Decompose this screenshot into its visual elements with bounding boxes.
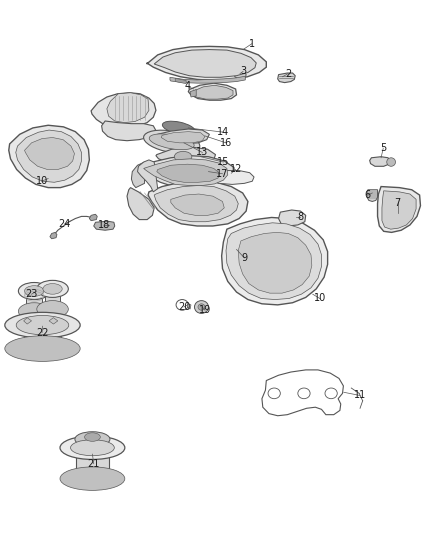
Polygon shape — [131, 162, 145, 188]
Ellipse shape — [60, 436, 125, 459]
Polygon shape — [157, 164, 219, 182]
Polygon shape — [147, 46, 266, 80]
Polygon shape — [24, 325, 61, 349]
Polygon shape — [278, 73, 295, 83]
Polygon shape — [370, 157, 390, 166]
Ellipse shape — [298, 388, 310, 399]
Polygon shape — [156, 147, 215, 164]
Polygon shape — [148, 181, 248, 226]
Ellipse shape — [18, 303, 50, 320]
Ellipse shape — [16, 316, 69, 335]
Polygon shape — [187, 304, 191, 309]
Polygon shape — [235, 72, 246, 79]
Text: 1: 1 — [249, 39, 255, 49]
Text: 16: 16 — [220, 138, 232, 148]
Text: 21: 21 — [88, 459, 100, 469]
Ellipse shape — [198, 304, 205, 310]
Text: 8: 8 — [297, 213, 303, 222]
Text: 15: 15 — [217, 157, 230, 167]
Ellipse shape — [18, 282, 50, 300]
Polygon shape — [378, 187, 420, 232]
Ellipse shape — [25, 286, 44, 296]
Polygon shape — [16, 130, 81, 182]
Text: 17: 17 — [216, 169, 229, 179]
Text: 6: 6 — [365, 190, 371, 200]
Polygon shape — [9, 125, 89, 188]
Polygon shape — [170, 76, 245, 83]
Polygon shape — [144, 159, 228, 185]
Polygon shape — [102, 121, 156, 141]
Polygon shape — [222, 217, 328, 305]
Polygon shape — [157, 129, 209, 144]
Ellipse shape — [85, 433, 100, 441]
Polygon shape — [209, 171, 254, 184]
Text: 19: 19 — [199, 305, 211, 315]
Polygon shape — [45, 289, 60, 309]
Polygon shape — [382, 191, 416, 229]
Text: 24: 24 — [59, 219, 71, 229]
Polygon shape — [91, 93, 156, 128]
Ellipse shape — [37, 301, 68, 318]
Text: 2: 2 — [285, 69, 291, 78]
Ellipse shape — [60, 467, 125, 490]
Polygon shape — [89, 214, 97, 221]
Polygon shape — [226, 223, 321, 300]
Text: 14: 14 — [217, 127, 230, 137]
Ellipse shape — [37, 280, 68, 297]
Polygon shape — [171, 194, 224, 215]
Ellipse shape — [387, 158, 396, 166]
Polygon shape — [279, 210, 306, 226]
Polygon shape — [138, 156, 235, 188]
Text: 11: 11 — [354, 391, 366, 400]
Polygon shape — [26, 291, 42, 311]
Polygon shape — [24, 318, 32, 324]
Polygon shape — [127, 188, 154, 220]
Polygon shape — [154, 50, 256, 77]
Text: 18: 18 — [98, 220, 110, 230]
Text: 13: 13 — [196, 148, 208, 157]
Polygon shape — [94, 221, 115, 230]
Text: 23: 23 — [25, 289, 38, 299]
Polygon shape — [190, 90, 196, 97]
Polygon shape — [175, 78, 186, 84]
Polygon shape — [192, 85, 233, 99]
Ellipse shape — [5, 312, 80, 338]
Text: 9: 9 — [241, 253, 247, 263]
Text: 20: 20 — [178, 302, 190, 312]
Ellipse shape — [162, 121, 195, 135]
Ellipse shape — [268, 388, 280, 399]
Polygon shape — [25, 138, 74, 169]
Ellipse shape — [71, 440, 114, 456]
Polygon shape — [50, 232, 57, 239]
Polygon shape — [49, 318, 58, 324]
Ellipse shape — [174, 151, 192, 162]
Text: 4: 4 — [184, 82, 191, 91]
Ellipse shape — [144, 130, 200, 154]
Polygon shape — [367, 190, 378, 201]
Polygon shape — [238, 232, 312, 293]
Polygon shape — [138, 160, 158, 192]
Polygon shape — [154, 185, 238, 222]
Ellipse shape — [194, 301, 208, 313]
Text: 22: 22 — [36, 328, 48, 337]
Text: 5: 5 — [380, 143, 386, 153]
Text: 10: 10 — [314, 294, 326, 303]
Text: 3: 3 — [240, 67, 246, 76]
Ellipse shape — [5, 336, 80, 361]
Ellipse shape — [325, 388, 337, 399]
Polygon shape — [161, 132, 205, 143]
Ellipse shape — [149, 134, 194, 150]
Text: 10: 10 — [35, 176, 48, 186]
Text: 7: 7 — [395, 198, 401, 207]
Ellipse shape — [43, 284, 62, 294]
Polygon shape — [76, 448, 109, 479]
Ellipse shape — [75, 432, 110, 447]
Polygon shape — [188, 83, 237, 100]
Polygon shape — [107, 93, 149, 123]
Text: 12: 12 — [230, 165, 242, 174]
